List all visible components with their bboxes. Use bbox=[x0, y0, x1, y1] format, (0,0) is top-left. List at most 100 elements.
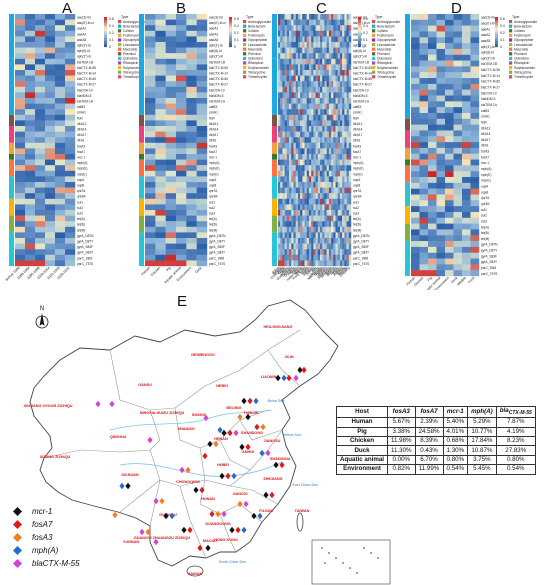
gene-marker bbox=[207, 440, 213, 448]
heatmap-cell bbox=[289, 226, 292, 233]
heatmap-cell bbox=[428, 101, 437, 108]
row-label: oqxB bbox=[353, 183, 360, 187]
heatmap-cell bbox=[348, 182, 352, 188]
column-label: Sichuan bbox=[326, 266, 338, 278]
heatmap-cell bbox=[302, 114, 305, 121]
heatmap-cell bbox=[311, 25, 314, 31]
heatmap-cell bbox=[300, 226, 303, 233]
category-label: Tetracycline bbox=[123, 70, 141, 74]
row-label: aph(6)-Id bbox=[209, 49, 222, 53]
heatmap-cell bbox=[155, 215, 166, 222]
heatmap-cell bbox=[295, 226, 299, 233]
category-label: Sulphonamide bbox=[514, 66, 535, 70]
heatmap-cell bbox=[176, 204, 187, 211]
heatmap-cell bbox=[339, 92, 343, 99]
heatmap-cell bbox=[419, 182, 429, 189]
heatmap-cell bbox=[462, 112, 471, 119]
heatmap-cell bbox=[286, 198, 290, 205]
heatmap-cell bbox=[284, 75, 288, 82]
category-label: Trimethoprim bbox=[248, 75, 268, 79]
heatmap-cell bbox=[196, 70, 208, 76]
table-row: Duck 11.30% 0.43% 1.30% 10.87% 27.83% bbox=[335, 445, 536, 456]
heatmap-cell bbox=[65, 176, 76, 183]
heatmap-cell bbox=[342, 70, 345, 76]
heatmap-cell bbox=[428, 54, 437, 61]
heatmap-cell bbox=[331, 165, 334, 171]
heatmap-cell bbox=[311, 19, 314, 26]
heatmap-cell bbox=[286, 137, 290, 143]
heatmap-cell bbox=[291, 165, 294, 171]
heatmap-cell bbox=[35, 170, 46, 177]
heatmap-cell bbox=[302, 70, 305, 76]
heatmap-cell bbox=[308, 249, 312, 255]
heatmap-cell bbox=[55, 126, 66, 132]
heatmap-cell bbox=[315, 42, 319, 48]
category-label: Glycopeptide bbox=[377, 38, 396, 42]
heatmap-cell bbox=[462, 200, 471, 207]
heatmap-cell bbox=[293, 109, 296, 115]
row-label: gyrA_S83Y bbox=[481, 260, 498, 264]
heatmap-cell bbox=[304, 14, 307, 20]
heatmap-cell bbox=[304, 204, 307, 211]
gene-marker bbox=[241, 526, 247, 534]
heatmap-cell bbox=[348, 42, 352, 48]
heatmap-cell bbox=[286, 193, 290, 199]
column-label: Pig bbox=[427, 276, 433, 282]
heatmap-cell bbox=[337, 30, 341, 37]
heatmap-cell bbox=[313, 86, 316, 93]
heatmap-cell bbox=[326, 198, 330, 205]
heatmap-cell bbox=[176, 30, 187, 37]
heatmap-cell bbox=[470, 252, 480, 259]
heatmap-cell bbox=[326, 187, 330, 194]
heatmap-cell bbox=[280, 75, 283, 82]
row-label: aph(6)-Id bbox=[481, 51, 494, 55]
heatmap-cell bbox=[45, 36, 56, 43]
heatmap-cell bbox=[348, 243, 352, 250]
category-swatch bbox=[509, 33, 513, 37]
heatmap-cell bbox=[324, 148, 327, 155]
heatmap-cell bbox=[145, 103, 156, 110]
heatmap-cell bbox=[165, 120, 177, 127]
heatmap-cell bbox=[155, 165, 166, 171]
heatmap-cell bbox=[308, 47, 312, 54]
heatmap-cell bbox=[331, 148, 334, 155]
heatmap-cell bbox=[328, 159, 332, 166]
heatmap-cell bbox=[145, 170, 156, 177]
heatmap-cell bbox=[411, 136, 420, 143]
heatmap-cell bbox=[313, 182, 316, 188]
heatmap-cell bbox=[317, 53, 321, 59]
category-label: Macrolide bbox=[514, 47, 528, 51]
heatmap-cell bbox=[304, 254, 307, 261]
category-swatch bbox=[243, 43, 247, 47]
heatmap-cell bbox=[293, 81, 296, 87]
category-strip bbox=[139, 126, 144, 143]
heatmap-cell bbox=[25, 19, 36, 26]
heatmap-cell bbox=[339, 114, 343, 121]
heatmap-cell bbox=[342, 221, 345, 227]
row-label: aac(3)-IId bbox=[77, 15, 91, 19]
heatmap-cell bbox=[342, 254, 345, 261]
heatmap-cell bbox=[176, 98, 187, 104]
heatmap-cell bbox=[328, 25, 332, 31]
heatmap-cell bbox=[65, 92, 76, 99]
row-label: blaCTX-M-65 bbox=[353, 77, 372, 81]
colorbar-tick: 0.6 bbox=[109, 17, 114, 21]
heatmap-cell bbox=[291, 154, 294, 160]
heatmap-cell bbox=[436, 142, 446, 149]
heatmap-cell bbox=[348, 137, 352, 143]
heatmap-cell bbox=[186, 221, 197, 227]
heatmap-cell bbox=[300, 187, 303, 194]
heatmap-cell bbox=[322, 86, 325, 93]
heatmap-cell bbox=[291, 249, 294, 255]
heatmap-cell bbox=[320, 254, 323, 261]
heatmap-cell bbox=[300, 204, 303, 211]
prevalence-table: Host fosA3 fosA7 mcr-1 mph(A) blaCTX-M-5… bbox=[335, 405, 536, 475]
heatmap-cell bbox=[165, 254, 177, 261]
river bbox=[109, 409, 273, 431]
province-label: HAINAN bbox=[188, 572, 203, 576]
row-label: aadA2 bbox=[209, 32, 218, 36]
heatmap-cell bbox=[453, 78, 463, 85]
row-label: cmlA1 bbox=[209, 111, 218, 115]
heatmap-cell bbox=[462, 19, 471, 26]
heatmap-cell bbox=[470, 153, 480, 160]
